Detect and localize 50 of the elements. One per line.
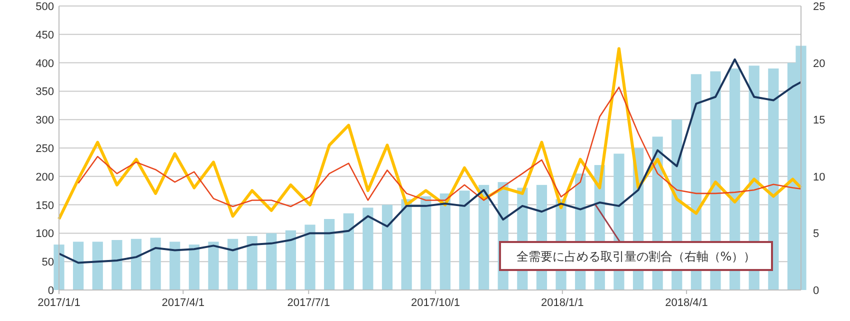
x-tick-label: 2017/4/1: [162, 297, 205, 309]
bar: [112, 240, 122, 290]
bar: [130, 238, 142, 290]
x-tick-label: 2017/10/1: [411, 297, 460, 309]
y-tick-label: 150: [36, 200, 54, 212]
y-tick-label: 350: [36, 86, 54, 98]
line-series: [78, 86, 802, 208]
bar: [343, 213, 354, 290]
x-tick-label: 2017/1/1: [38, 297, 80, 309]
y-tick-label: 200: [36, 171, 54, 184]
y-tick-label: 450: [36, 29, 54, 42]
bar: [362, 208, 374, 290]
y-tick-label: 250: [36, 143, 54, 155]
y-tick-label: 0: [48, 285, 54, 297]
bar: [478, 184, 490, 290]
bar: [150, 238, 161, 290]
y2-tick-label: 0: [813, 285, 820, 297]
bar: [459, 190, 470, 290]
y-tick-label: 500: [36, 1, 54, 13]
bar: [304, 224, 316, 290]
y2-tick-label: 25: [813, 1, 826, 13]
bar: [440, 193, 450, 290]
y2-tick-label: 5: [813, 228, 820, 240]
bar: [73, 242, 84, 290]
annotation: 全需要に占める取引量の割合（右軸（%））: [516, 250, 756, 264]
y-tick-label: 100: [36, 228, 54, 240]
bar: [188, 244, 200, 290]
bar: [92, 242, 103, 290]
bar: [401, 199, 412, 290]
bar: [227, 238, 238, 290]
x-tick-label: 2018/4/1: [665, 297, 708, 309]
y2-tick-label: 10: [813, 171, 826, 184]
x-tick-label: 2017/7/1: [287, 297, 330, 309]
bar: [324, 219, 335, 290]
y2-tick-label: 20: [813, 58, 826, 70]
y-tick-label: 400: [36, 58, 54, 70]
line-series: [58, 47, 802, 220]
x-tick-label: 2018/1/1: [540, 297, 584, 309]
bar: [382, 204, 393, 290]
bar: [266, 233, 277, 290]
y-tick-label: 50: [42, 256, 54, 269]
line-series: [58, 58, 802, 264]
y2-tick-label: 15: [813, 114, 826, 127]
bar: [420, 196, 432, 290]
bar: [208, 242, 219, 290]
bar: [246, 236, 258, 290]
y-tick-label: 300: [36, 114, 54, 127]
bar: [54, 244, 64, 290]
bar: [170, 242, 180, 290]
bar: [285, 230, 296, 290]
